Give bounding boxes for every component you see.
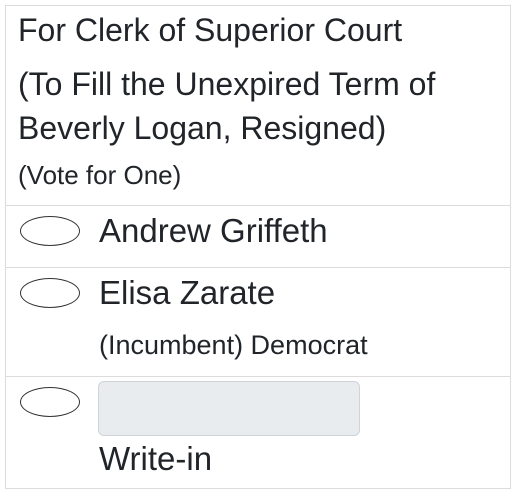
ballot-contest: For Clerk of Superior Court (To Fill the… xyxy=(5,5,511,489)
subtitle-line-2: Beverly Logan, Resigned) xyxy=(18,110,387,146)
candidate-name: Andrew Griffeth xyxy=(99,212,328,249)
writein-input[interactable] xyxy=(98,381,360,436)
contest-header: For Clerk of Superior Court (To Fill the… xyxy=(6,6,510,206)
writein-option[interactable]: Write-in xyxy=(6,377,510,488)
candidate-option-elisa-zarate[interactable]: Elisa Zarate (Incumbent) Democrat xyxy=(6,268,510,377)
vote-bubble[interactable] xyxy=(20,278,80,308)
office-title: For Clerk of Superior Court xyxy=(18,12,403,48)
candidate-party: (Incumbent) Democrat xyxy=(99,330,368,360)
contest-subtitle: (To Fill the Unexpired Term of Beverly L… xyxy=(18,62,510,150)
subtitle-line-1: (To Fill the Unexpired Term of xyxy=(18,66,436,102)
vote-bubble[interactable] xyxy=(20,387,80,417)
vote-instruction: (Vote for One) xyxy=(18,160,182,190)
vote-bubble[interactable] xyxy=(20,216,80,246)
writein-label: Write-in xyxy=(99,440,213,477)
candidate-option-andrew-griffeth[interactable]: Andrew Griffeth xyxy=(6,206,510,268)
candidate-name: Elisa Zarate xyxy=(99,274,276,311)
